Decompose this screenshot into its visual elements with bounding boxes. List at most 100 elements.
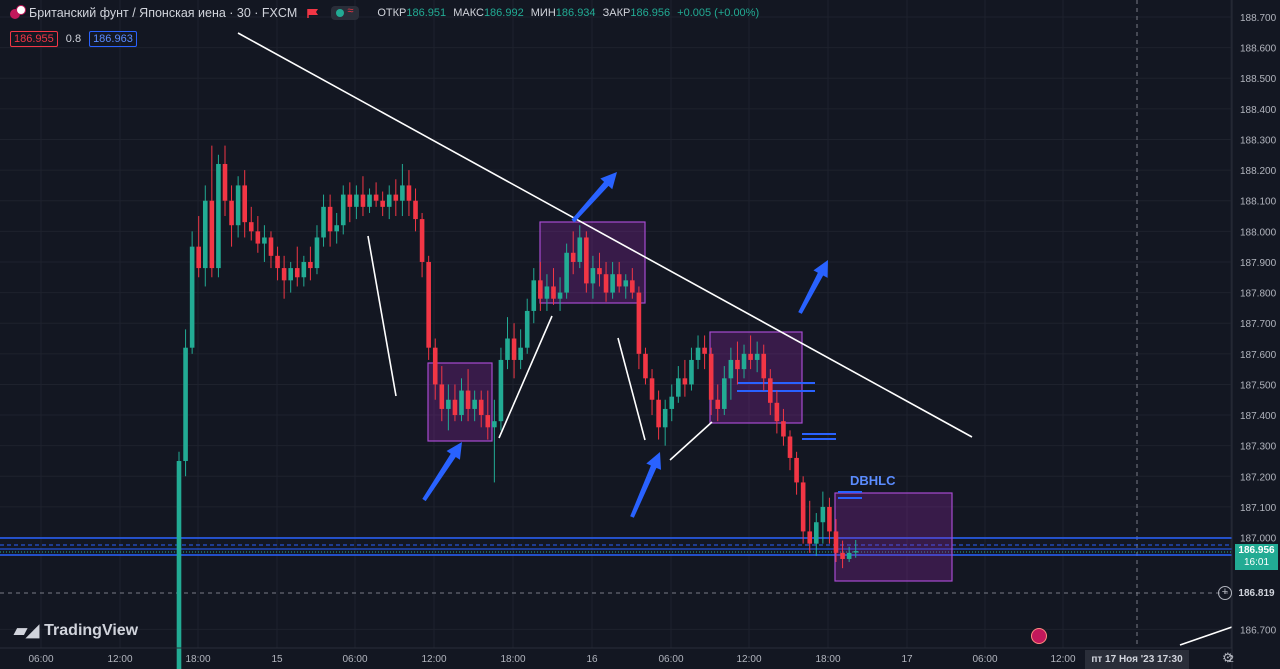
symbol-title[interactable]: Британский фунт / Японская иена · 30 · F… xyxy=(29,6,298,20)
price-tick: 188.200 xyxy=(1240,166,1277,177)
candle-body xyxy=(649,378,655,400)
candle-body xyxy=(656,399,661,428)
time-tick: 06:00 xyxy=(972,654,997,665)
candle-body xyxy=(708,353,714,400)
candle-body xyxy=(459,390,464,416)
price-axis[interactable]: 188.700 188.600 188.500 188.400 188.300 188.2… xyxy=(1231,0,1277,669)
candle-body xyxy=(570,252,576,262)
candle-body xyxy=(577,237,583,262)
candle-body xyxy=(800,482,806,532)
price-tick: 188.700 xyxy=(1240,13,1277,24)
economic-event-icon[interactable] xyxy=(1031,628,1047,644)
candle-body xyxy=(781,421,786,437)
flag-icon[interactable] xyxy=(307,8,319,19)
tradingview-logo[interactable]: ▰◢ TradingView xyxy=(14,621,138,641)
tv-logo-icon: ▰◢ xyxy=(14,621,39,640)
market-open-icon xyxy=(336,9,345,17)
candle-body xyxy=(308,261,313,269)
candle-body xyxy=(406,185,412,201)
candle-body xyxy=(544,286,550,299)
open-label: ОТКР xyxy=(377,7,407,19)
candle-body xyxy=(564,252,569,293)
wave-icon: ≈ xyxy=(347,5,354,17)
candle-body xyxy=(695,347,701,360)
time-tick: 17 xyxy=(901,654,913,665)
candle-body xyxy=(623,280,629,287)
high-value: 186.992 xyxy=(483,7,524,19)
sell-button[interactable]: 186.955 xyxy=(10,31,58,47)
arrow-marker xyxy=(630,452,662,518)
candle-body xyxy=(413,200,418,220)
change-value: +0.005 (+0.00%) xyxy=(677,7,760,19)
bar-countdown: 16:01 xyxy=(1243,557,1270,568)
candle-body xyxy=(275,255,280,269)
open-value: 186.951 xyxy=(406,7,447,19)
trend-line xyxy=(1179,626,1233,646)
zone-box xyxy=(834,492,953,582)
horizontal-levels xyxy=(0,537,1232,556)
last-price-value: 186.956 xyxy=(1238,545,1275,556)
candle-body xyxy=(813,522,819,544)
candle-body xyxy=(380,200,385,207)
candle-body xyxy=(235,185,241,226)
trend-line xyxy=(367,235,397,397)
settings-gear-icon[interactable]: ⚙ xyxy=(1222,650,1234,665)
purple-zones xyxy=(427,221,953,582)
candle-body xyxy=(446,399,451,409)
candle-body xyxy=(610,274,615,293)
candle-body xyxy=(222,163,228,201)
candle-body xyxy=(301,261,307,278)
candle-body xyxy=(531,280,537,311)
candle-body xyxy=(820,506,826,523)
buy-button[interactable]: 186.963 xyxy=(89,31,137,47)
trade-buttons: 186.955 0.8 186.963 xyxy=(10,31,137,47)
candle-body xyxy=(334,225,339,232)
candle-body xyxy=(715,399,721,409)
price-tick: 188.600 xyxy=(1240,44,1277,55)
candle-body xyxy=(794,457,799,483)
candle-body xyxy=(768,378,773,403)
candle-body xyxy=(373,194,379,201)
candle-body xyxy=(853,551,859,553)
ohlc-values: ОТКР186.951 МАКС186.992 МИН186.934 ЗАКР1… xyxy=(373,7,759,19)
time-tick: 18:00 xyxy=(815,654,840,665)
candle-body xyxy=(827,506,832,532)
candle-body xyxy=(728,359,734,379)
time-tick: 12:00 xyxy=(421,654,446,665)
close-label: ЗАКР xyxy=(602,7,631,19)
add-alert-icon[interactable]: + xyxy=(1218,586,1232,600)
candle-body xyxy=(630,280,635,293)
candle-body xyxy=(748,353,753,360)
candle-body xyxy=(281,268,287,281)
candle-body xyxy=(478,399,484,416)
low-value: 186.934 xyxy=(555,7,596,19)
candle-body xyxy=(807,531,813,544)
candle-body xyxy=(262,237,267,244)
price-tick: 186.700 xyxy=(1240,625,1277,636)
high-label: МАКС xyxy=(453,7,484,19)
price-tick: 187.400 xyxy=(1240,411,1277,422)
candle-body xyxy=(557,292,563,299)
candle-body xyxy=(682,378,688,385)
candle-body xyxy=(643,353,648,379)
price-tick: 188.500 xyxy=(1240,74,1277,85)
low-label: МИН xyxy=(530,7,556,19)
time-tick: 2 xyxy=(1228,654,1234,665)
arrow-marker xyxy=(422,442,462,502)
time-tick: 12:00 xyxy=(1050,654,1075,665)
candle-body xyxy=(426,261,431,348)
candle-body xyxy=(741,353,747,370)
price-tick: 187.800 xyxy=(1240,289,1277,300)
currency-pair-icon xyxy=(10,5,26,21)
candle-body xyxy=(722,378,727,409)
time-axis[interactable]: 06:00 12:00 18:00 15 06:00 12:00 18:00 16 06:00 1… xyxy=(0,647,1234,665)
candle-body xyxy=(268,237,274,256)
candle-body xyxy=(498,359,504,422)
candlestick-series xyxy=(176,145,859,669)
candle-body xyxy=(360,194,366,207)
market-status-pill[interactable]: ≈ xyxy=(331,5,360,20)
candle-body xyxy=(196,246,202,269)
price-tick: 187.700 xyxy=(1240,319,1277,330)
candle-body xyxy=(754,353,760,360)
